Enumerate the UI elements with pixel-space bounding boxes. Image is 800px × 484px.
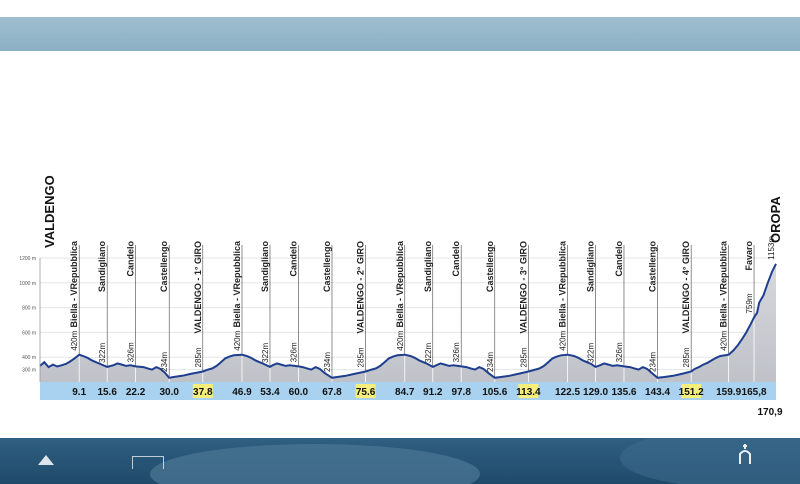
km-labels: 9.1 15.6 22.2 30.0 37.8 46.9 53.4 60.0 67.8 75.6 8… [72, 384, 783, 418]
waypoint-name: Castellengo [322, 241, 332, 293]
waypoint-name: Sandigliano [260, 241, 270, 293]
altimetry-profile-chart: 300 m 400 m 600 m 800 m 1000 m 1200 m Biella … [19, 175, 783, 418]
waypoint-name: Candelo [126, 241, 136, 277]
km-label: 91.2 [423, 387, 443, 398]
waypoint-name: Biella - VRepubblica [558, 240, 568, 328]
waypoint-altitude: 322m [424, 343, 433, 363]
waypoint-altitude: 1153m [767, 236, 776, 260]
waypoint-altitude: 285m [682, 347, 691, 367]
town-icon [132, 456, 164, 469]
km-label: 60.0 [289, 387, 309, 398]
waypoint-altitude: 420m [559, 330, 568, 350]
waypoint-name: VALDENGO - 4° GIRO [681, 241, 691, 333]
km-label: 170,9 [757, 407, 782, 418]
km-label: 97.8 [451, 387, 471, 398]
waypoint-altitude: 759m [745, 293, 754, 313]
km-label: 22.2 [126, 387, 146, 398]
km-bar [40, 382, 776, 400]
waypoint-altitude: 420m [233, 330, 242, 350]
waypoint-altitude: 285m [519, 347, 528, 367]
waypoint-altitude: 326m [615, 342, 624, 362]
km-label: 129.0 [583, 387, 608, 398]
waypoint-name: Biella - VRepubblica [395, 240, 405, 328]
waypoint-labels: Biella - VRepubblica Sandigliano Candelo Ca… [69, 240, 754, 333]
waypoint-name: VALDENGO - 3° GIRO [518, 241, 528, 333]
waypoint-altitude: 234m [486, 352, 495, 372]
waypoint-name: VALDENGO - 2° GIRO [356, 241, 366, 333]
y-axis-ticks: 300 m 400 m 600 m 800 m 1000 m 1200 m [19, 256, 41, 382]
waypoint-altitude: 234m [323, 352, 332, 372]
lap-highlight [681, 384, 702, 398]
waypoint-altitude: 326m [127, 342, 136, 362]
waypoint-altitude: 234m [649, 352, 658, 372]
waypoint-name: Candelo [451, 241, 461, 277]
waypoint-name: Favaro [744, 240, 754, 270]
waypoint-altitude: 322m [587, 343, 596, 363]
km-label: 30.0 [159, 387, 179, 398]
lap-highlight [518, 384, 539, 398]
waypoint-name: Candelo [614, 241, 624, 277]
km-label: 159.9 [716, 387, 741, 398]
waypoint-name: Biella - VRepubblica [69, 240, 79, 328]
header-band [0, 17, 800, 51]
km-label: 46.9 [232, 387, 252, 398]
mountain-icon [38, 455, 54, 465]
waypoint-name: Biella - VRepubblica [232, 240, 242, 328]
waypoint-altitude: 322m [261, 343, 270, 363]
waypoint-altitude: 326m [452, 342, 461, 362]
start-label: VALDENGO [42, 175, 57, 248]
waypoint-altitude: 326m [289, 342, 298, 362]
waypoint-altitude: 322m [98, 343, 107, 363]
km-label: 135.6 [611, 387, 636, 398]
waypoint-altitude: 420m [70, 330, 79, 350]
footer-band [0, 438, 800, 484]
footer-glow-right [620, 438, 800, 484]
km-label: 151.2 [679, 387, 704, 398]
waypoint-name: Biella - VRepubblica [719, 240, 729, 328]
waypoint-altitude: 285m [357, 347, 366, 367]
y-tick-label: 800 m [22, 306, 36, 312]
waypoint-altitude: 234m [160, 352, 169, 372]
km-label: 15.6 [97, 387, 117, 398]
finish-label: OROPA [768, 196, 783, 243]
y-tick-label: 400 m [22, 355, 36, 361]
km-label: 122.5 [555, 387, 580, 398]
waypoint-name: VALDENGO - 1° GIRO [193, 241, 203, 333]
km-label: 113.4 [516, 387, 541, 398]
km-label: 9.1 [72, 387, 86, 398]
y-tick-label: 600 m [22, 330, 36, 336]
km-label: 53.4 [260, 387, 280, 398]
y-tick-label: 1200 m [19, 256, 36, 262]
waypoint-name: Sandigliano [423, 241, 433, 293]
altitude-labels: 420m 322m 326m 234m 285m 420m 322m 326m 234m 285m… [70, 236, 776, 372]
waypoint-name: Candelo [288, 241, 298, 277]
lap-highlight [192, 384, 213, 398]
km-label: 37.8 [193, 387, 213, 398]
km-label: 75.6 [356, 387, 376, 398]
waypoint-lines [78, 245, 755, 382]
waypoint-altitude: 420m [720, 330, 729, 350]
waypoint-name: Sandigliano [97, 241, 107, 293]
waypoint-name: Castellengo [159, 241, 169, 293]
waypoint-altitude: 420m [396, 330, 405, 350]
y-tick-label: 1000 m [19, 281, 36, 287]
elevation-line [39, 263, 777, 379]
y-tick-label: 300 m [22, 368, 36, 374]
km-label: 105.6 [482, 387, 507, 398]
grid-lines [40, 257, 776, 371]
waypoint-name: Sandigliano [586, 241, 596, 293]
lap-highlight [355, 384, 376, 398]
waypoint-altitude: 285m [194, 347, 203, 367]
km-label: 143.4 [645, 387, 670, 398]
km-label: 165,8 [742, 387, 767, 398]
km-label: 84.7 [395, 387, 415, 398]
km-label: 67.8 [322, 387, 342, 398]
elevation-area [40, 263, 776, 382]
waypoint-name: Castellengo [648, 241, 658, 293]
sanctuary-icon [739, 444, 751, 464]
footer-glow [150, 444, 480, 484]
waypoint-name: Castellengo [485, 241, 495, 293]
